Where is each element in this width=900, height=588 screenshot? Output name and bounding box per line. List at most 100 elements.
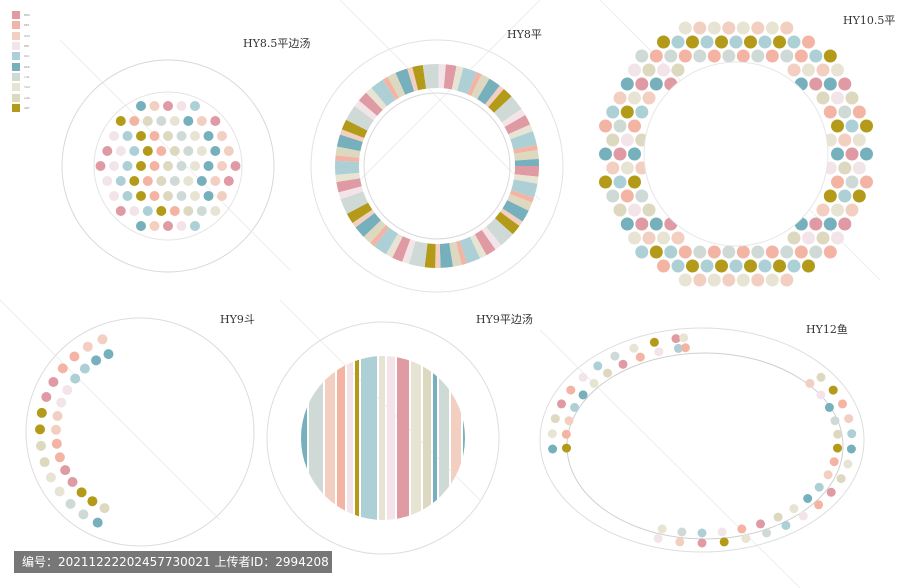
legend-swatch <box>12 52 20 61</box>
pattern-dot <box>642 203 656 217</box>
legend-item: 880 <box>12 10 30 20</box>
pattern-dot <box>169 146 180 156</box>
rim-stripe <box>514 158 540 166</box>
pattern-dot <box>620 133 634 147</box>
rim-stripe <box>366 87 387 110</box>
rim-stripe <box>457 67 477 95</box>
pattern-dot <box>223 146 234 156</box>
pattern-dot <box>613 119 627 133</box>
pattern-dot <box>780 273 794 287</box>
legend-swatch <box>12 21 20 30</box>
pattern-dot <box>707 21 721 35</box>
pattern-dot <box>829 457 839 467</box>
pattern-dot <box>852 105 866 119</box>
pattern-dot <box>190 161 200 171</box>
pattern-dot <box>196 146 207 156</box>
pattern-dot <box>680 343 690 353</box>
pattern-dot <box>722 21 736 35</box>
pattern-dot <box>802 231 815 245</box>
pattern-dot <box>136 131 146 141</box>
pattern-dot <box>628 119 641 133</box>
pattern-dot <box>635 105 649 119</box>
pattern-dot <box>823 49 837 63</box>
rim-stripe <box>346 106 374 131</box>
pattern-dot <box>176 221 187 231</box>
pattern-dot <box>809 217 823 231</box>
polka-dot-pattern <box>95 101 241 231</box>
rim-stripe <box>495 211 520 235</box>
pattern-dot <box>697 528 707 538</box>
pattern-dot <box>729 35 743 49</box>
pattern-dot <box>780 49 794 63</box>
pattern-dot <box>671 334 681 344</box>
rim-stripe <box>335 146 361 158</box>
pattern-dot <box>686 259 699 273</box>
pattern-dot <box>845 203 859 217</box>
rim-stripe <box>509 190 534 203</box>
pattern-dot <box>183 206 194 216</box>
rim-stripe <box>474 229 496 256</box>
pattern-dot <box>657 63 670 77</box>
pattern-dot <box>664 49 678 63</box>
pattern-dot <box>183 176 194 186</box>
pattern-dot <box>142 116 153 126</box>
rim-stripe <box>455 240 467 265</box>
pattern-dot <box>103 349 114 360</box>
pattern-dot <box>843 459 853 469</box>
legend-label: 7ad <box>24 85 30 90</box>
stripe <box>387 356 395 520</box>
pattern-dot <box>91 355 102 366</box>
rim-stripe <box>443 64 457 90</box>
stripe <box>451 356 461 520</box>
pattern-dot <box>122 161 133 171</box>
pattern-dot <box>737 524 747 534</box>
pattern-dot <box>163 191 173 201</box>
pattern-dot <box>675 537 685 547</box>
legend-label: a87 <box>24 105 30 110</box>
rim-stripe <box>386 233 403 258</box>
pattern-dot <box>831 203 844 217</box>
pattern-dot <box>606 105 620 119</box>
legend-swatch <box>12 42 20 51</box>
rim-stripe <box>374 227 398 255</box>
pattern-dot <box>603 368 612 378</box>
pattern-dot <box>838 399 847 409</box>
pattern-dot <box>203 161 214 171</box>
rim-stripe <box>481 226 502 250</box>
rim-stripe <box>358 92 383 116</box>
pattern-dot <box>620 161 634 175</box>
pattern-dot <box>700 259 714 273</box>
pattern-dot <box>45 472 56 483</box>
stripe <box>355 356 359 520</box>
pattern-dot <box>62 385 73 395</box>
pattern-dot <box>700 35 714 49</box>
pattern-dot <box>693 21 707 35</box>
pattern-dot <box>97 334 108 345</box>
pattern-dot <box>765 245 779 259</box>
pattern-dot <box>136 101 146 111</box>
pattern-dot <box>729 259 743 273</box>
stripe <box>411 356 421 520</box>
legend-swatch <box>12 62 20 71</box>
stripe <box>423 356 431 520</box>
rim-stripe <box>514 150 539 161</box>
pattern-dot <box>852 133 866 147</box>
pattern-dot <box>649 217 663 231</box>
pattern-dot <box>183 116 194 126</box>
pattern-dot <box>809 77 823 91</box>
plate-hy8-flat <box>310 39 564 293</box>
pattern-dot <box>852 189 866 203</box>
rim-stripe <box>408 241 428 268</box>
pattern-dot <box>678 49 692 63</box>
rim-stripe <box>470 234 487 259</box>
pattern-dot <box>628 175 641 189</box>
pattern-dot <box>816 203 830 217</box>
pattern-dot <box>860 147 873 161</box>
pattern-dot <box>169 176 180 186</box>
rim-stripe <box>486 218 513 246</box>
pattern-dot <box>781 520 791 530</box>
pattern-dot <box>787 231 801 245</box>
pattern-dot <box>163 161 173 171</box>
legend-swatch <box>12 31 20 40</box>
pattern-dot <box>844 414 854 424</box>
